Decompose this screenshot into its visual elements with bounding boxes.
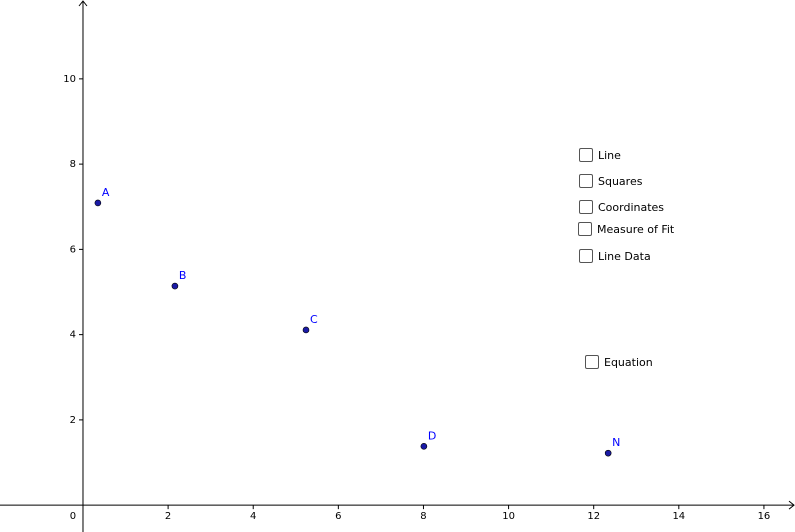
checkbox-label: Squares xyxy=(598,174,643,188)
checkbox[interactable]: Equation xyxy=(585,355,653,369)
x-tick-label: 16 xyxy=(758,511,771,522)
point-label: N xyxy=(612,436,620,449)
checkbox-box[interactable] xyxy=(585,355,599,369)
checkbox-label: Line Data xyxy=(598,249,651,263)
point xyxy=(302,326,310,334)
x-tick-label: 10 xyxy=(502,511,515,522)
point-label: C xyxy=(310,313,318,326)
checkbox-label: Measure of Fit xyxy=(597,222,675,236)
y-tick-label: 4 xyxy=(70,330,76,341)
checkbox[interactable]: Coordinates xyxy=(579,200,664,214)
checkbox[interactable]: Measure of Fit xyxy=(578,222,674,236)
checkbox[interactable]: Line xyxy=(579,148,621,162)
x-tick-label: 8 xyxy=(420,511,426,522)
x-tick-label: 12 xyxy=(587,511,600,522)
point-label: D xyxy=(428,429,436,442)
checkbox-label: Line xyxy=(598,148,621,162)
x-tick-label: 6 xyxy=(335,511,341,522)
point xyxy=(171,282,179,290)
checkbox-box[interactable] xyxy=(579,174,593,188)
checkbox-box[interactable] xyxy=(578,222,592,236)
checkbox[interactable]: Line Data xyxy=(579,249,651,263)
point xyxy=(420,443,428,450)
y-tick-label: 2 xyxy=(70,415,76,426)
point-label: A xyxy=(102,186,110,199)
x-tick-label: 2 xyxy=(165,511,171,522)
checkbox-box[interactable] xyxy=(579,148,593,162)
y-tick-label: 8 xyxy=(70,159,76,170)
x-tick-label: 4 xyxy=(250,511,256,522)
checkbox-label: Coordinates xyxy=(598,200,665,214)
checkbox-label: Equation xyxy=(604,355,653,369)
checkbox[interactable]: Squares xyxy=(579,174,642,188)
y-tick-label: 6 xyxy=(70,244,76,255)
point xyxy=(94,199,102,207)
y-tick-label: 10 xyxy=(63,74,76,85)
x-axis-arrow xyxy=(788,500,795,510)
point-label: B xyxy=(179,269,187,282)
x-tick-label: 0 xyxy=(70,511,76,522)
y-axis-arrow xyxy=(78,0,88,7)
checkbox-box[interactable] xyxy=(579,249,593,263)
x-tick-label: 14 xyxy=(672,511,685,522)
point xyxy=(604,449,612,457)
checkbox-box[interactable] xyxy=(579,200,593,214)
